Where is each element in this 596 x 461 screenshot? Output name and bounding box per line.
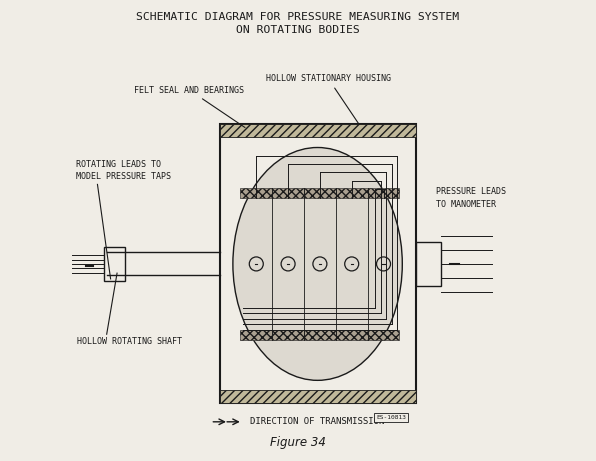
Text: DIRECTION OF TRANSMISSION: DIRECTION OF TRANSMISSION: [250, 417, 384, 426]
Bar: [304, 188, 336, 198]
Bar: [104, 247, 125, 281]
Bar: [368, 188, 399, 198]
Text: Figure 34: Figure 34: [270, 437, 326, 449]
Text: ROTATING LEADS TO
MODEL PRESSURE TAPS: ROTATING LEADS TO MODEL PRESSURE TAPS: [76, 160, 171, 181]
Bar: [220, 124, 415, 137]
Bar: [336, 330, 368, 340]
Text: ON ROTATING BODIES: ON ROTATING BODIES: [236, 25, 360, 35]
Bar: [272, 330, 304, 340]
Text: PRESSURE LEADS
TO MANOMETER: PRESSURE LEADS TO MANOMETER: [436, 188, 506, 209]
Bar: [240, 330, 272, 340]
Bar: [240, 188, 272, 198]
Bar: [415, 242, 441, 286]
Bar: [368, 330, 399, 340]
Text: ES-10813: ES-10813: [376, 415, 406, 420]
Text: HOLLOW ROTATING SHAFT: HOLLOW ROTATING SHAFT: [77, 337, 182, 346]
Ellipse shape: [233, 148, 402, 380]
Text: HOLLOW STATIONARY HOUSING: HOLLOW STATIONARY HOUSING: [266, 74, 391, 124]
Bar: [304, 330, 336, 340]
Text: SCHEMATIC DIAGRAM FOR PRESSURE MEASURING SYSTEM: SCHEMATIC DIAGRAM FOR PRESSURE MEASURING…: [136, 12, 460, 22]
Bar: [272, 188, 304, 198]
Bar: [336, 188, 368, 198]
Bar: [220, 390, 415, 403]
Bar: [220, 124, 415, 403]
Text: FELT SEAL AND BEARINGS: FELT SEAL AND BEARINGS: [134, 85, 245, 128]
